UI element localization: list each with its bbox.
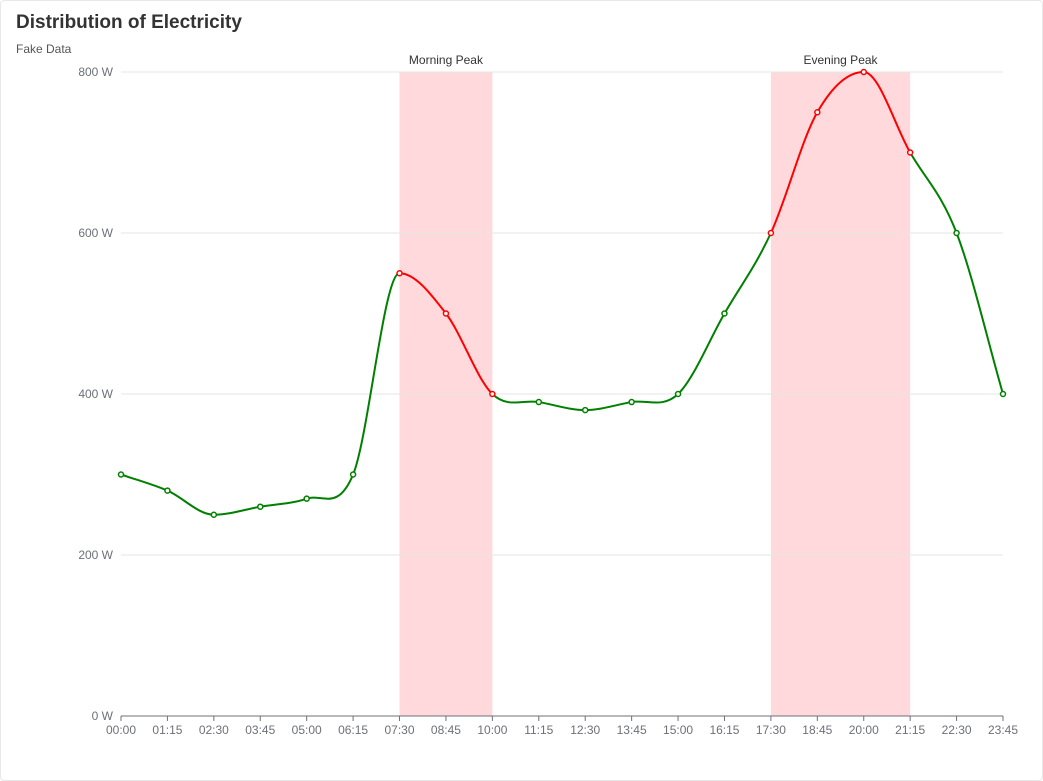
y-tick-label: 600 W	[78, 226, 113, 240]
series-line-segment	[306, 474, 355, 500]
chart-title: Distribution of Electricity	[16, 12, 242, 33]
series-line-segment	[120, 473, 168, 492]
data-point[interactable]	[117, 471, 125, 478]
x-tick-label: 22:30	[942, 723, 972, 737]
x-tick-label: 17:30	[756, 723, 786, 737]
x-tick-label: 20:00	[849, 723, 879, 737]
series-line-segment	[631, 393, 679, 404]
data-point[interactable]	[164, 487, 171, 494]
series-line-segment	[538, 401, 586, 412]
data-point[interactable]	[953, 229, 960, 237]
x-tick-label: 08:45	[431, 723, 461, 737]
peak-area-label: Evening Peak	[803, 53, 878, 67]
x-tick-label: 23:45	[988, 723, 1018, 737]
series-line-segment	[909, 152, 958, 234]
x-tick-label: 15:00	[663, 723, 693, 737]
data-point[interactable]	[535, 398, 543, 406]
series-line-segment	[816, 71, 864, 113]
data-point[interactable]	[489, 390, 496, 398]
data-point[interactable]	[581, 406, 589, 414]
series-line-segment	[863, 71, 912, 153]
data-point[interactable]	[906, 149, 914, 156]
x-tick-label: 03:45	[245, 723, 275, 737]
series-line-segment	[955, 232, 1004, 395]
data-point[interactable]	[767, 229, 775, 237]
x-tick-label: 02:30	[199, 723, 229, 737]
y-tick-label: 400 W	[78, 387, 113, 401]
series-line-segment	[585, 401, 632, 412]
x-tick-label: 01:15	[152, 723, 182, 737]
data-point[interactable]	[814, 109, 821, 116]
x-tick-label: 18:45	[802, 723, 832, 737]
x-tick-label: 21:15	[895, 723, 925, 737]
data-point[interactable]	[628, 398, 635, 406]
data-point[interactable]	[860, 68, 867, 76]
data-point[interactable]	[999, 390, 1007, 398]
peak-area-label: Morning Peak	[409, 53, 484, 67]
data-point[interactable]	[349, 471, 357, 478]
data-point[interactable]	[396, 270, 403, 277]
x-tick-label: 05:00	[292, 723, 322, 737]
x-tick-label: 13:45	[617, 723, 647, 737]
y-tick-label: 800 W	[78, 65, 113, 79]
series-line-segment	[352, 272, 401, 475]
chart-subtitle: Fake Data	[16, 42, 72, 56]
data-point[interactable]	[674, 390, 682, 398]
y-tick-label: 200 W	[78, 548, 113, 562]
x-tick-label: 12:30	[570, 723, 600, 737]
series-line-segment	[213, 505, 261, 516]
series-line-segment	[769, 111, 819, 234]
data-point[interactable]	[210, 511, 218, 518]
y-tick-label: 0 W	[92, 709, 114, 723]
series-line-segment	[491, 393, 539, 404]
data-point[interactable]	[442, 310, 450, 317]
x-tick-label: 00:00	[106, 723, 136, 737]
data-point[interactable]	[721, 310, 728, 317]
x-tick-label: 10:00	[477, 723, 507, 737]
data-point[interactable]	[257, 503, 264, 510]
x-tick-label: 16:15	[709, 723, 739, 737]
series-line-segment	[260, 497, 308, 508]
data-point[interactable]	[303, 495, 310, 502]
series-line-segment	[399, 272, 447, 315]
series-line-segment	[167, 489, 214, 516]
series-line-segment	[677, 313, 726, 395]
x-tick-label: 11:15	[524, 723, 553, 737]
x-tick-label: 07:30	[385, 723, 415, 737]
series-line-segment	[723, 232, 772, 314]
series-line-segment	[445, 312, 494, 395]
x-tick-label: 06:15	[338, 723, 368, 737]
